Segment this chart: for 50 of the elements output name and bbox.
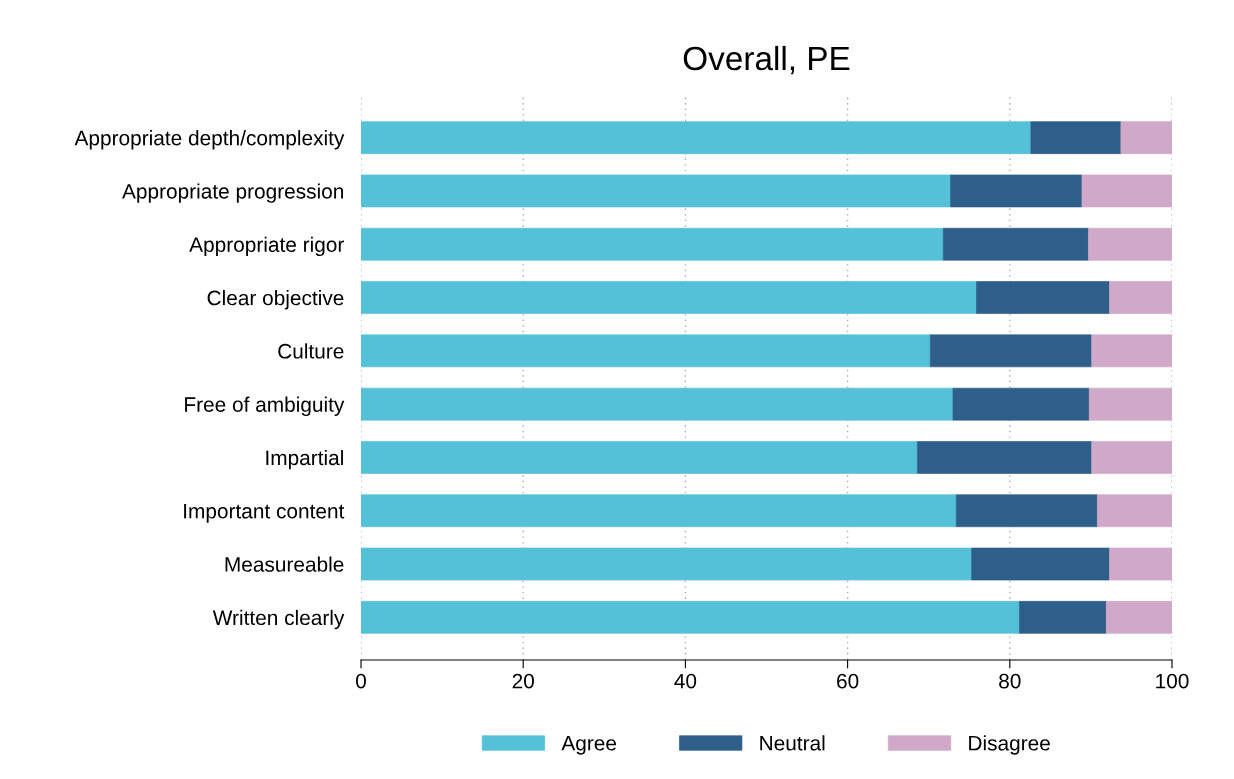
bar bbox=[950, 174, 1083, 208]
legend-label: Disagree bbox=[969, 735, 1050, 755]
x-tick-label: 100 bbox=[1156, 673, 1189, 689]
y-tick-label: Measureable bbox=[225, 556, 344, 572]
bar bbox=[361, 547, 973, 581]
bar bbox=[361, 441, 918, 474]
y-tick-label: Free of ambiguity bbox=[185, 396, 345, 417]
y-tick-label: Important content bbox=[184, 503, 345, 523]
x-tick-label: 0 bbox=[356, 673, 366, 689]
bar bbox=[361, 121, 1032, 154]
y-tick-label: Written clearly bbox=[212, 609, 345, 630]
bar bbox=[1109, 547, 1172, 581]
bar bbox=[942, 227, 1089, 261]
x-tick-label: 80 bbox=[999, 673, 1021, 689]
x-tick-label: 20 bbox=[512, 673, 534, 689]
bar bbox=[361, 494, 957, 528]
bar bbox=[1088, 387, 1172, 421]
y-tick-label: Impartial bbox=[266, 449, 343, 470]
bar bbox=[952, 387, 1090, 421]
y-tick-label: Appropriate depth/complexity bbox=[74, 130, 345, 150]
bar bbox=[1081, 174, 1172, 208]
bar bbox=[955, 494, 1098, 528]
bar bbox=[1030, 121, 1122, 154]
bar bbox=[1097, 494, 1172, 528]
y-tick-label: Clear objective bbox=[207, 290, 344, 310]
bar bbox=[361, 227, 944, 261]
bar bbox=[1019, 601, 1107, 634]
legend-label: Agree bbox=[561, 736, 617, 755]
bar bbox=[361, 281, 977, 314]
x-tick-label: 40 bbox=[674, 673, 697, 689]
bar bbox=[361, 334, 931, 368]
y-tick-label: Appropriate progression bbox=[122, 183, 343, 203]
bar bbox=[1120, 121, 1172, 154]
bar bbox=[917, 441, 1093, 474]
bar bbox=[1088, 227, 1172, 261]
bar bbox=[1091, 334, 1172, 368]
bar bbox=[1091, 441, 1172, 474]
y-tick-label: Culture bbox=[278, 343, 344, 359]
bar bbox=[361, 387, 954, 421]
chart-title: Overall, PE bbox=[683, 45, 850, 75]
y-tick-label: Appropriate rigor bbox=[189, 236, 344, 257]
bar bbox=[361, 174, 951, 208]
bar bbox=[361, 601, 1020, 634]
legend-label: Neutral bbox=[760, 735, 825, 751]
bar bbox=[976, 281, 1110, 314]
bar bbox=[971, 547, 1110, 581]
bar bbox=[1105, 601, 1172, 634]
bar bbox=[929, 334, 1093, 368]
bar bbox=[1109, 281, 1172, 314]
x-tick-label: 60 bbox=[837, 673, 859, 689]
